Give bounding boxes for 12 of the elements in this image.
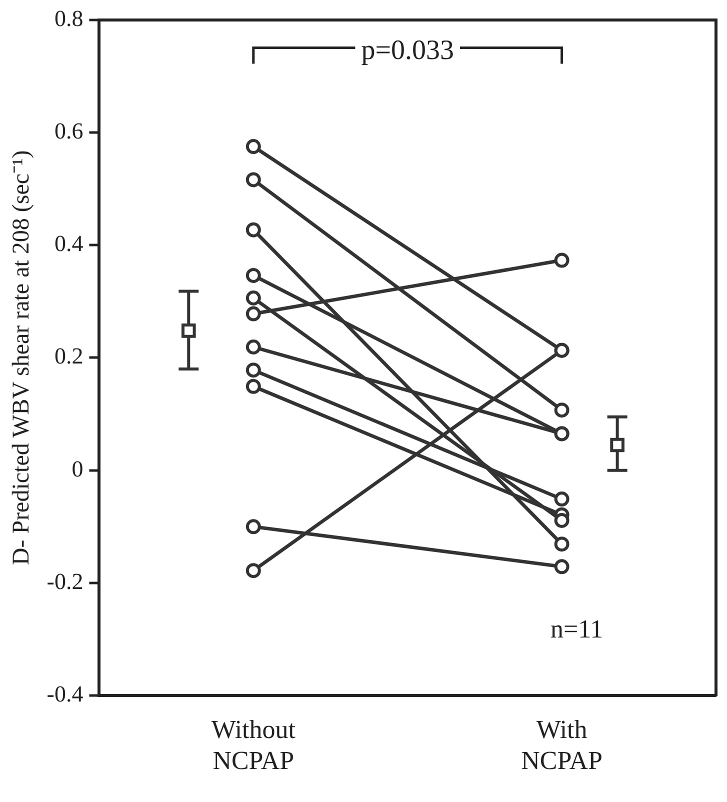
y-tick-label: 0.4 <box>54 231 84 256</box>
y-axis-title: D- Predicted WBV shear rate at 208 (sec⁻¹) <box>8 150 35 566</box>
y-tick-label: -0.4 <box>46 682 84 707</box>
x-tick-label: Without NCPAP <box>211 715 296 776</box>
annotation: p=0.033 <box>361 35 454 66</box>
y-tick-label: -0.2 <box>46 569 84 594</box>
y-tick-label: 0.2 <box>54 344 84 369</box>
y-tick-label: 0.6 <box>54 118 84 144</box>
annotation: n=11 <box>550 614 604 644</box>
y-tick-label: 0.8 <box>54 6 84 31</box>
x-tick-label: With NCPAP <box>521 715 603 776</box>
y-tick-label: 0 <box>72 456 84 482</box>
